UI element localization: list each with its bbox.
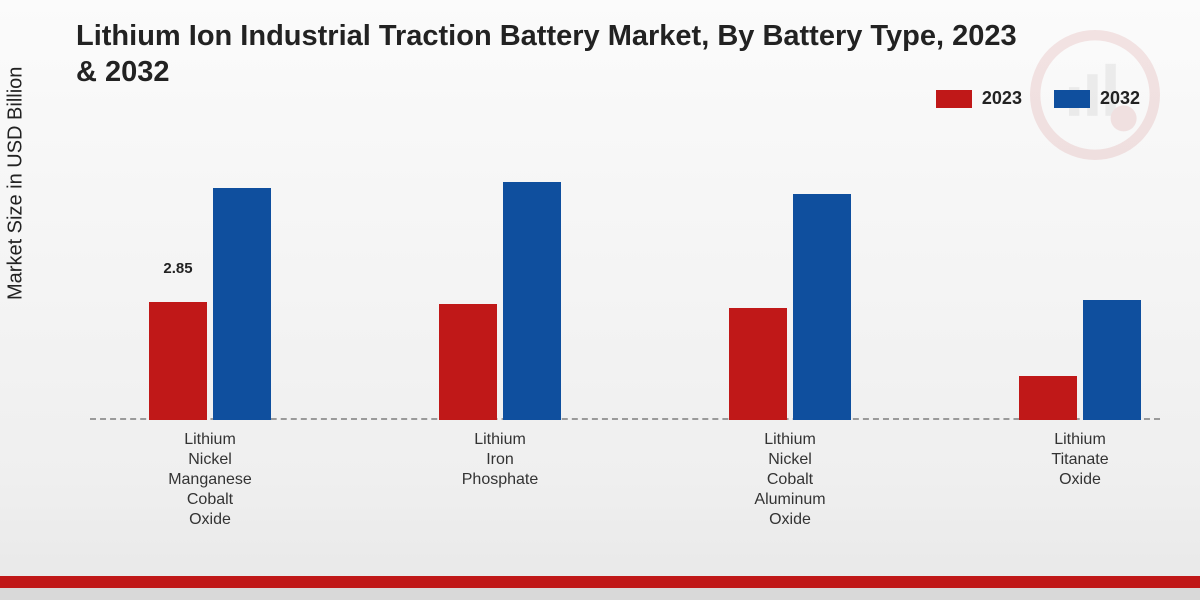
x-label-1: LithiumIronPhosphate — [462, 430, 539, 490]
x-axis-labels: LithiumNickelManganeseCobaltOxide Lithiu… — [90, 430, 1160, 550]
bar-2032-cat1 — [503, 182, 561, 420]
bar-2023-cat3 — [1019, 376, 1077, 420]
legend: 2023 2032 — [936, 88, 1140, 109]
legend-item-2023: 2023 — [936, 88, 1022, 109]
x-label-3: LithiumTitanateOxide — [1051, 430, 1108, 490]
plot-area: 2.85 — [90, 130, 1160, 420]
chart-container: { "chart": { "type": "bar", "title": "Li… — [0, 0, 1200, 600]
value-label-0-0: 2.85 — [163, 260, 192, 281]
legend-swatch-2032 — [1054, 90, 1090, 108]
bar-2023-cat1 — [439, 304, 497, 420]
bar-2023-cat2 — [729, 308, 787, 420]
bar-group-0: 2.85 — [149, 188, 271, 420]
bar-2032-cat2 — [793, 194, 851, 420]
bar-group-1 — [439, 182, 561, 420]
y-axis-label: Market Size in USD Billion — [5, 67, 28, 300]
footer-bar — [0, 576, 1200, 588]
bar-2032-cat0 — [213, 188, 271, 420]
legend-label-2023: 2023 — [982, 88, 1022, 109]
legend-item-2032: 2032 — [1054, 88, 1140, 109]
chart-title: Lithium Ion Industrial Traction Battery … — [76, 18, 1026, 91]
legend-swatch-2023 — [936, 90, 972, 108]
bar-group-3 — [1019, 300, 1141, 420]
bar-2023-cat0 — [149, 302, 207, 420]
legend-label-2032: 2032 — [1100, 88, 1140, 109]
x-label-2: LithiumNickelCobaltAluminumOxide — [754, 430, 825, 530]
x-label-0: LithiumNickelManganeseCobaltOxide — [168, 430, 252, 530]
bar-2032-cat3 — [1083, 300, 1141, 420]
bar-group-2 — [729, 194, 851, 420]
footer-under — [0, 588, 1200, 600]
